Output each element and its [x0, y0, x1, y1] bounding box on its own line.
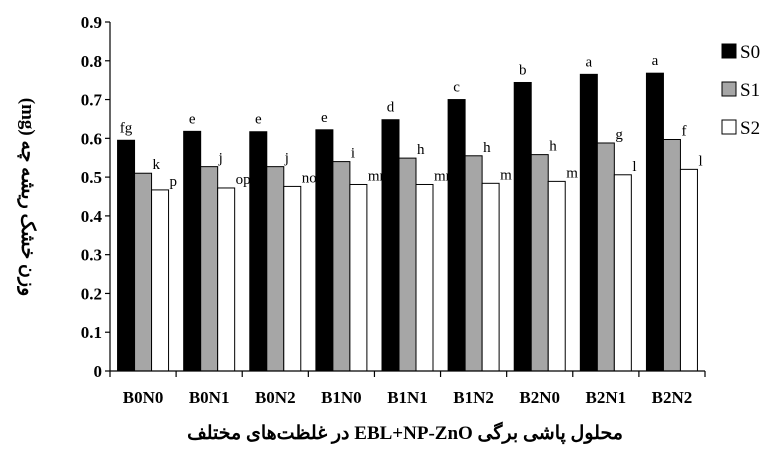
significance-label: h — [417, 142, 425, 158]
x-tick-label: B1N1 — [387, 388, 428, 407]
significance-label: h — [549, 139, 557, 155]
x-tick-label: B2N2 — [652, 388, 693, 407]
significance-label: f — [681, 123, 686, 139]
x-tick-label: B2N1 — [586, 388, 627, 407]
x-axis-title: محلول پاشی برگی EBL+NP-ZnO در غلظت‌های م… — [187, 421, 623, 444]
significance-label: i — [351, 146, 355, 162]
significance-label: e — [255, 112, 262, 128]
legend-swatch-S0 — [721, 43, 737, 59]
significance-label: e — [321, 110, 328, 126]
significance-label: l — [698, 153, 702, 169]
axes-layer: 0 0.1 0.2 0.3 0.4 0.5 0.6 0.7 0.8 0.9 B0N0 B0N1 B0N2… — [81, 13, 706, 407]
bar-S2-B0N2 — [283, 185, 302, 372]
legend-label-S2: S2 — [740, 118, 760, 139]
bar-S1-B0N0 — [134, 172, 153, 372]
significance-label: m — [566, 165, 578, 181]
x-tick-label: B1N0 — [321, 388, 362, 407]
bar-S2-B2N1 — [613, 174, 632, 372]
y-tick-label: 0.1 — [81, 323, 102, 342]
bar-S0-B0N2 — [249, 131, 268, 372]
bar-S1-B2N0 — [530, 154, 549, 372]
significance-label: c — [453, 80, 460, 96]
bar-S2-B2N2 — [679, 168, 698, 372]
bar-S1-B1N1 — [398, 157, 417, 372]
bar-S1-B1N0 — [332, 161, 351, 372]
significance-label: j — [218, 151, 223, 167]
x-tick-label: B0N2 — [255, 388, 296, 407]
legend-label-S1: S1 — [740, 80, 760, 101]
y-tick-label: 0.7 — [81, 91, 103, 110]
y-tick-label: 0.2 — [81, 284, 102, 303]
bar-S2-B1N0 — [349, 183, 368, 372]
y-tick-label: 0.8 — [81, 52, 102, 71]
x-tick-label: B2N0 — [519, 388, 560, 407]
bar-S0-B0N0 — [117, 139, 136, 372]
legend: S0 S1 S2 — [721, 42, 760, 139]
significance-label: mn — [368, 168, 388, 184]
significance-label: d — [387, 100, 395, 116]
legend-label-S0: S0 — [740, 42, 760, 63]
bar-S0-B1N0 — [315, 129, 334, 372]
bar-S2-B1N1 — [415, 183, 434, 372]
significance-label: b — [519, 62, 527, 78]
legend-swatch-S2 — [721, 119, 737, 135]
bar-S0-B2N2 — [645, 72, 664, 372]
significance-label: k — [153, 157, 161, 173]
significance-label: op — [236, 172, 251, 188]
y-tick-label: 0.9 — [81, 13, 102, 32]
significance-label: m — [500, 167, 512, 183]
bar-S1-B2N2 — [662, 138, 681, 372]
x-tick-label: B0N1 — [189, 388, 230, 407]
significance-label: p — [170, 174, 178, 190]
x-tick-label: B1N2 — [453, 388, 494, 407]
bars-layer — [117, 72, 698, 372]
significance-label: h — [483, 140, 491, 156]
bar-S2-B2N0 — [547, 180, 566, 372]
bar-S1-B0N1 — [200, 166, 219, 372]
labels-layer: fg e e e d c b a a k j j i h h h g f p op no mn mn m m l l — [120, 53, 703, 190]
y-tick-label: 0.3 — [81, 246, 102, 265]
significance-label: a — [652, 53, 659, 69]
y-tick-label: 0 — [94, 362, 103, 381]
significance-label: no — [302, 170, 317, 186]
bar-S0-B1N2 — [447, 99, 466, 372]
legend-swatch-S1 — [721, 81, 737, 97]
y-tick-label: 0.6 — [81, 129, 102, 148]
significance-label: j — [284, 151, 289, 167]
bar-S1-B1N2 — [464, 155, 483, 372]
bar-S2-B1N2 — [481, 182, 500, 372]
significance-label: a — [585, 54, 592, 70]
bar-S0-B0N1 — [183, 130, 202, 372]
bar-S2-B0N0 — [151, 189, 170, 372]
bar-S0-B2N0 — [513, 81, 532, 372]
bar-S0-B2N1 — [579, 73, 598, 372]
bar-S2-B0N1 — [217, 187, 236, 372]
x-tick-label: B0N0 — [123, 388, 164, 407]
significance-label: e — [189, 111, 196, 127]
y-tick-label: 0.5 — [81, 168, 102, 187]
bar-S0-B1N1 — [381, 119, 400, 372]
y-axis-title: وزن خشک ریشه چه (mg) — [17, 98, 38, 297]
significance-label: g — [615, 127, 623, 143]
significance-label: mn — [434, 168, 454, 184]
y-tick-label: 0.4 — [81, 207, 103, 226]
bar-S1-B0N2 — [266, 166, 285, 372]
significance-label: fg — [120, 120, 133, 136]
significance-label: l — [632, 159, 636, 175]
bar-S1-B2N1 — [596, 142, 615, 372]
